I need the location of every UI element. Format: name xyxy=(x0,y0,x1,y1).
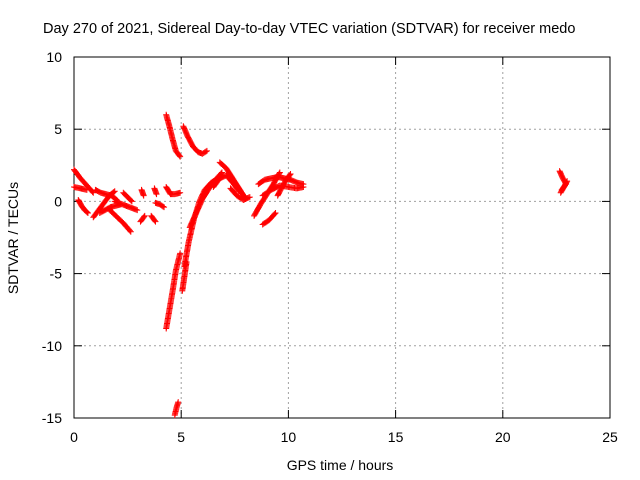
data-point xyxy=(246,194,253,201)
data-point xyxy=(151,217,158,224)
data-point xyxy=(235,187,242,194)
data-points xyxy=(71,111,571,419)
x-axis-label: GPS time / hours xyxy=(287,457,394,473)
data-point xyxy=(202,148,209,155)
x-tick-label: 15 xyxy=(388,429,404,445)
data-point xyxy=(84,209,91,216)
x-tick-label: 0 xyxy=(70,429,78,445)
x-tick-label: 10 xyxy=(281,429,297,445)
data-point xyxy=(271,210,278,217)
y-tick-label: 10 xyxy=(46,49,62,65)
data-point xyxy=(236,188,243,195)
axis-ticks: 0 5 10 15 20 25 -15 -10 -5 0 5 10 xyxy=(42,49,618,445)
data-point xyxy=(564,178,571,185)
data-point xyxy=(287,170,294,177)
y-tick-label: -15 xyxy=(42,410,62,426)
grid-lines xyxy=(74,57,610,418)
data-point xyxy=(561,183,568,190)
data-point xyxy=(110,189,117,196)
data-point xyxy=(141,212,148,219)
data-point xyxy=(177,250,184,257)
data-point xyxy=(286,171,293,178)
x-tick-label: 5 xyxy=(177,429,185,445)
data-point xyxy=(176,152,183,159)
data-point xyxy=(126,227,133,234)
data-point xyxy=(203,147,210,154)
y-axis-label: SDTVAR / TECUs xyxy=(5,182,21,294)
data-point xyxy=(83,186,90,193)
data-point xyxy=(563,179,570,186)
data-point xyxy=(175,399,182,406)
x-tick-label: 25 xyxy=(602,429,618,445)
x-tick-label: 20 xyxy=(495,429,511,445)
y-tick-label: -5 xyxy=(50,266,63,282)
data-point xyxy=(561,182,568,189)
chart-title: Day 270 of 2021, Sidereal Day-to-day VTE… xyxy=(43,21,575,37)
data-point xyxy=(161,204,168,211)
data-point xyxy=(300,183,307,190)
data-point xyxy=(128,198,135,205)
data-point xyxy=(177,153,184,160)
data-point xyxy=(152,218,159,225)
data-point xyxy=(272,209,279,216)
y-tick-label: 0 xyxy=(54,193,62,209)
data-point xyxy=(159,203,166,210)
data-point xyxy=(128,197,135,204)
data-point xyxy=(141,213,148,220)
y-tick-label: -10 xyxy=(42,338,62,354)
data-point xyxy=(127,228,134,235)
y-tick-label: 5 xyxy=(54,121,62,137)
data-point xyxy=(84,209,91,216)
plot-frame xyxy=(73,56,611,419)
data-point xyxy=(111,188,118,195)
data-point xyxy=(153,191,160,198)
data-point xyxy=(177,189,184,196)
data-point xyxy=(134,207,141,214)
data-point xyxy=(140,192,147,199)
